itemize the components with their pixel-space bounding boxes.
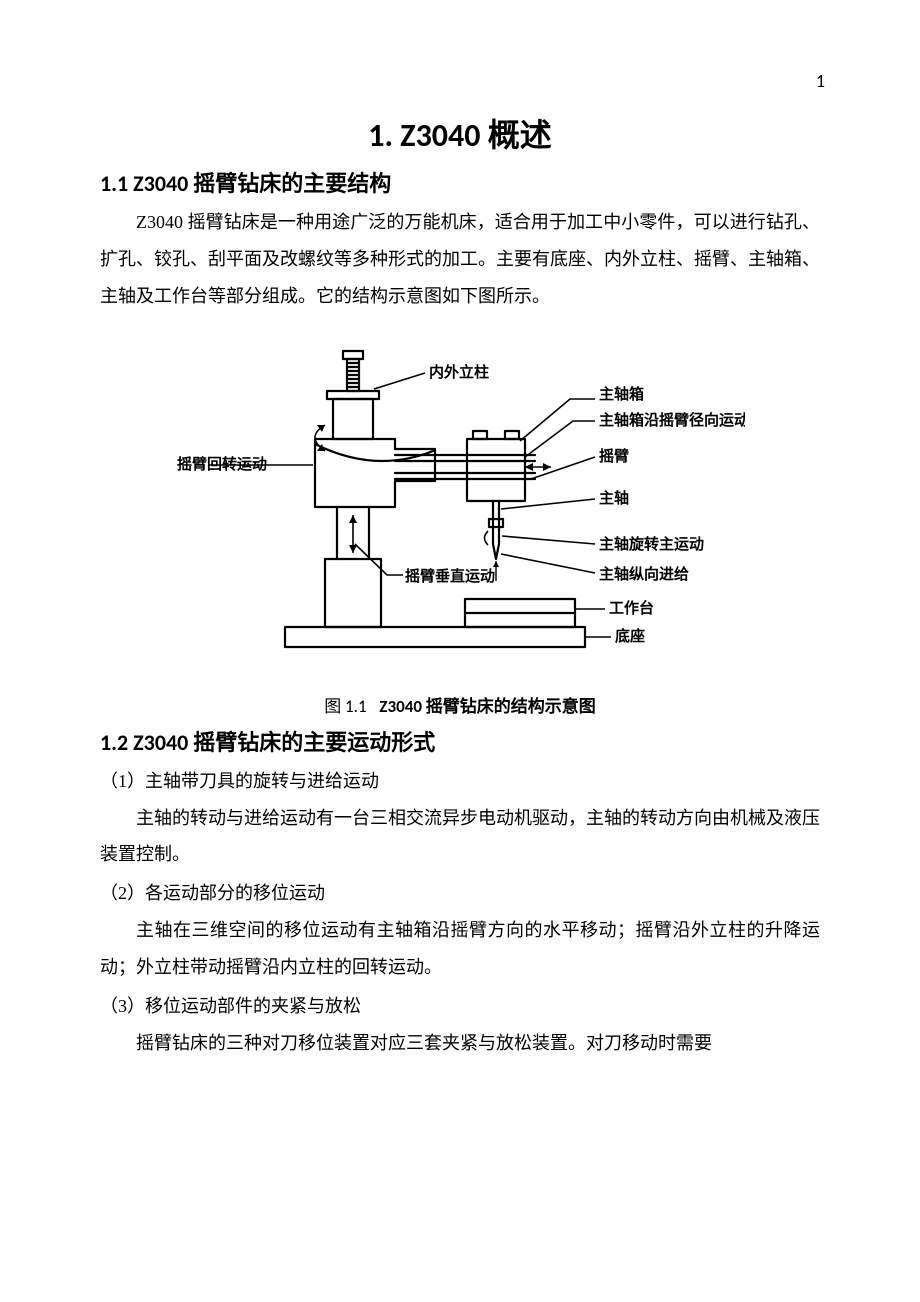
figure-1-1: 内外立柱 主轴箱 主轴箱沿摇臂径向运动 摇臂 摇臂回转运动 主轴 主轴旋转主运动… (100, 329, 820, 674)
item-1-body: 主轴的转动与进给运动有一台三相交流异步电动机驱动，主轴的转动方向由机械及液压装置… (100, 800, 820, 874)
label-headstock: 主轴箱 (599, 385, 644, 403)
item-2-body: 主轴在三维空间的移位运动有主轴箱沿摇臂方向的水平移动；摇臂沿外立柱的升降运动；外… (100, 912, 820, 986)
document-page: 1 1. Z3040 概述 1.1 Z3040 摇臂钻床的主要结构 Z3040 … (0, 0, 920, 1302)
figure-caption-title: Z3040 摇臂钻床的结构示意图 (379, 696, 595, 717)
label-arm-vertical: 摇臂垂直运动 (405, 567, 495, 585)
figure-caption-number: 图 1.1 (324, 696, 366, 717)
section-1-2-heading: 1.2 Z3040 摇臂钻床的主要运动形式 (100, 725, 820, 757)
item-1-head: （1）主轴带刀具的旋转与进给运动 (100, 763, 820, 800)
section-1-1-paragraph: Z3040 摇臂钻床是一种用途广泛的万能机床，适合用于加工中小零件，可以进行钻孔… (100, 204, 820, 315)
drill-press-diagram: 内外立柱 主轴箱 主轴箱沿摇臂径向运动 摇臂 摇臂回转运动 主轴 主轴旋转主运动… (175, 329, 745, 669)
label-arm: 摇臂 (599, 447, 629, 465)
label-spindle-feed: 主轴纵向进给 (599, 565, 689, 583)
item-3-body: 摇臂钻床的三种对刀移位装置对应三套夹紧与放松装置。对刀移动时需要 (100, 1025, 820, 1062)
label-arm-rotation: 摇臂回转运动 (177, 455, 267, 473)
label-spindle-rotation: 主轴旋转主运动 (599, 535, 704, 553)
section-1-1-heading: 1.1 Z3040 摇臂钻床的主要结构 (100, 166, 820, 198)
item-2-head: （2）各运动部分的移位运动 (100, 875, 820, 912)
label-base: 底座 (615, 627, 645, 645)
figure-1-1-caption: 图 1.1 Z3040 摇臂钻床的结构示意图 (100, 692, 820, 717)
label-spindle: 主轴 (599, 489, 629, 507)
page-title: 1. Z3040 概述 (100, 110, 820, 156)
item-3-head: （3）移位运动部件的夹紧与放松 (100, 988, 820, 1025)
page-number: 1 (816, 70, 825, 92)
label-inner-outer-column: 内外立柱 (429, 363, 489, 381)
label-headstock-radial: 主轴箱沿摇臂径向运动 (599, 411, 745, 429)
label-worktable: 工作台 (609, 599, 654, 617)
